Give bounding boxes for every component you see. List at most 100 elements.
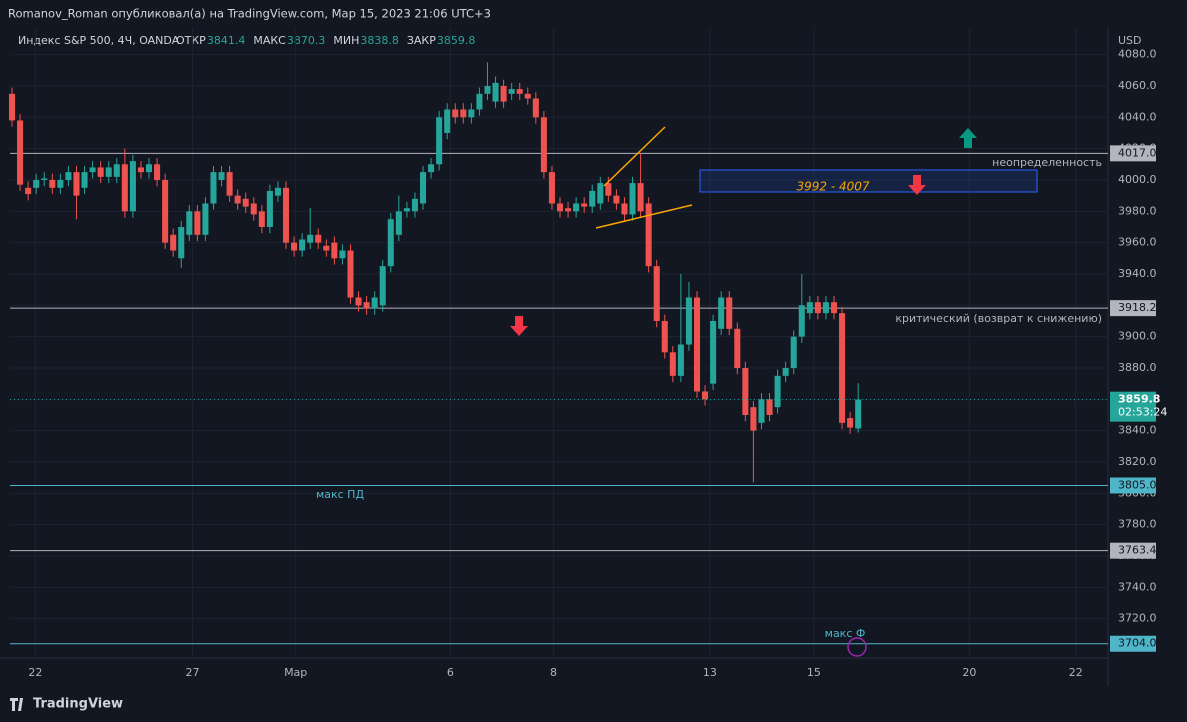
candle-body: [419, 172, 427, 204]
candle-body: [806, 302, 813, 314]
legend: Индекс S&P 500, 4Ч, OANDA ОТКР 3841.4 МАКС…: [18, 34, 475, 47]
candle-body: [726, 297, 733, 329]
arrow-down: [510, 316, 528, 336]
candle-body: [734, 328, 741, 368]
trend-line: [603, 126, 666, 187]
candle-body: [476, 93, 483, 110]
candle-body: [621, 203, 628, 215]
candle-body: [677, 344, 684, 376]
y-tick-label: 3980.0: [1118, 204, 1157, 217]
candle-body: [105, 167, 112, 177]
candle-body: [540, 117, 547, 173]
candle-body: [492, 82, 499, 102]
x-tick-label: 27: [186, 666, 200, 679]
candle-body: [323, 245, 330, 251]
event-icon: [847, 637, 867, 657]
level-note: макс ПД: [316, 488, 364, 501]
level-label: 3805.0: [1118, 478, 1157, 491]
candle-body: [693, 297, 701, 392]
legend-label: ОТКР: [176, 34, 206, 47]
candle-body: [73, 172, 80, 196]
candle-body: [516, 89, 523, 94]
candle-body: [162, 179, 169, 243]
legend-value: 3870.3: [287, 34, 326, 47]
candle-body: [25, 187, 32, 195]
candle-body: [210, 172, 217, 204]
countdown: 02:53:24: [1118, 406, 1167, 419]
x-tick-label: 15: [807, 666, 821, 679]
candle-body: [468, 109, 475, 118]
candle-body: [89, 167, 96, 173]
candle-body: [145, 164, 153, 173]
candle-body: [371, 297, 378, 309]
y-tick-label: 3900.0: [1118, 330, 1157, 343]
candle-body: [363, 302, 370, 309]
candle-body: [291, 242, 298, 251]
candle-body: [742, 367, 749, 415]
candle-body: [282, 187, 290, 243]
candle-body: [315, 234, 322, 243]
level-label: 3763.4: [1118, 544, 1157, 557]
candle-body: [758, 399, 765, 423]
candle-body: [822, 302, 829, 314]
y-tick-label: 3960.0: [1118, 236, 1157, 249]
level-tag: [1110, 542, 1156, 559]
candle-body: [33, 179, 40, 188]
candle-body: [129, 161, 136, 212]
candle-body: [637, 183, 644, 212]
candle-body: [839, 313, 846, 423]
x-tick-label: 22: [28, 666, 42, 679]
candle-body: [484, 85, 491, 94]
level-label: 3918.2: [1118, 301, 1157, 314]
candle-body: [57, 179, 64, 188]
candle-body: [556, 203, 564, 212]
candle-body: [234, 195, 241, 204]
candle-body: [613, 195, 620, 204]
symbol: Индекс S&P 500, 4Ч, OANDA: [18, 34, 180, 47]
candle-body: [347, 250, 354, 298]
y-tick-label: 4080.0: [1118, 48, 1157, 61]
candle-body: [226, 172, 233, 196]
candle-body: [532, 98, 539, 118]
footer-bar: [0, 686, 1187, 722]
level-label: 4017.0: [1118, 146, 1157, 159]
trend-line: [595, 204, 693, 229]
y-tick-label: 3940.0: [1118, 267, 1157, 280]
candle-body: [790, 336, 797, 368]
y-tick-label: 3820.0: [1118, 455, 1157, 468]
level-note: неопределенность: [992, 156, 1102, 169]
candle-body: [573, 203, 580, 212]
candle-body: [766, 399, 773, 415]
candle-body: [565, 208, 572, 212]
arrow-up: [959, 128, 977, 148]
candle-body: [299, 239, 306, 251]
legend-label: МИН: [333, 34, 359, 47]
candle-body: [452, 109, 459, 118]
candle-body: [194, 211, 201, 235]
candle-body: [242, 198, 249, 207]
candle-body: [81, 172, 88, 188]
candle-body: [548, 172, 555, 204]
candle-body: [605, 183, 612, 196]
legend-value: 3841.4: [207, 34, 246, 47]
candle-body: [274, 187, 281, 196]
candle-body: [830, 302, 838, 314]
candle-body: [460, 109, 467, 118]
candle-body: [661, 320, 668, 353]
candle-body: [718, 297, 725, 329]
candle-body: [444, 109, 451, 133]
header: Romanov_Roman опубликовал(а) на TradingV…: [8, 7, 491, 21]
level-note: макс Ф: [825, 627, 866, 640]
candle-body: [331, 242, 338, 259]
currency: USD: [1118, 34, 1142, 47]
logo: [10, 698, 23, 711]
candle-body: [355, 297, 362, 306]
candle-body: [49, 179, 56, 188]
y-tick-label: 3840.0: [1118, 424, 1157, 437]
candle-body: [218, 172, 225, 180]
candle-body: [307, 234, 314, 243]
last-price-label: 3859.8: [1118, 393, 1160, 406]
zone-box: [699, 169, 1038, 193]
level-tag: [1110, 477, 1156, 494]
